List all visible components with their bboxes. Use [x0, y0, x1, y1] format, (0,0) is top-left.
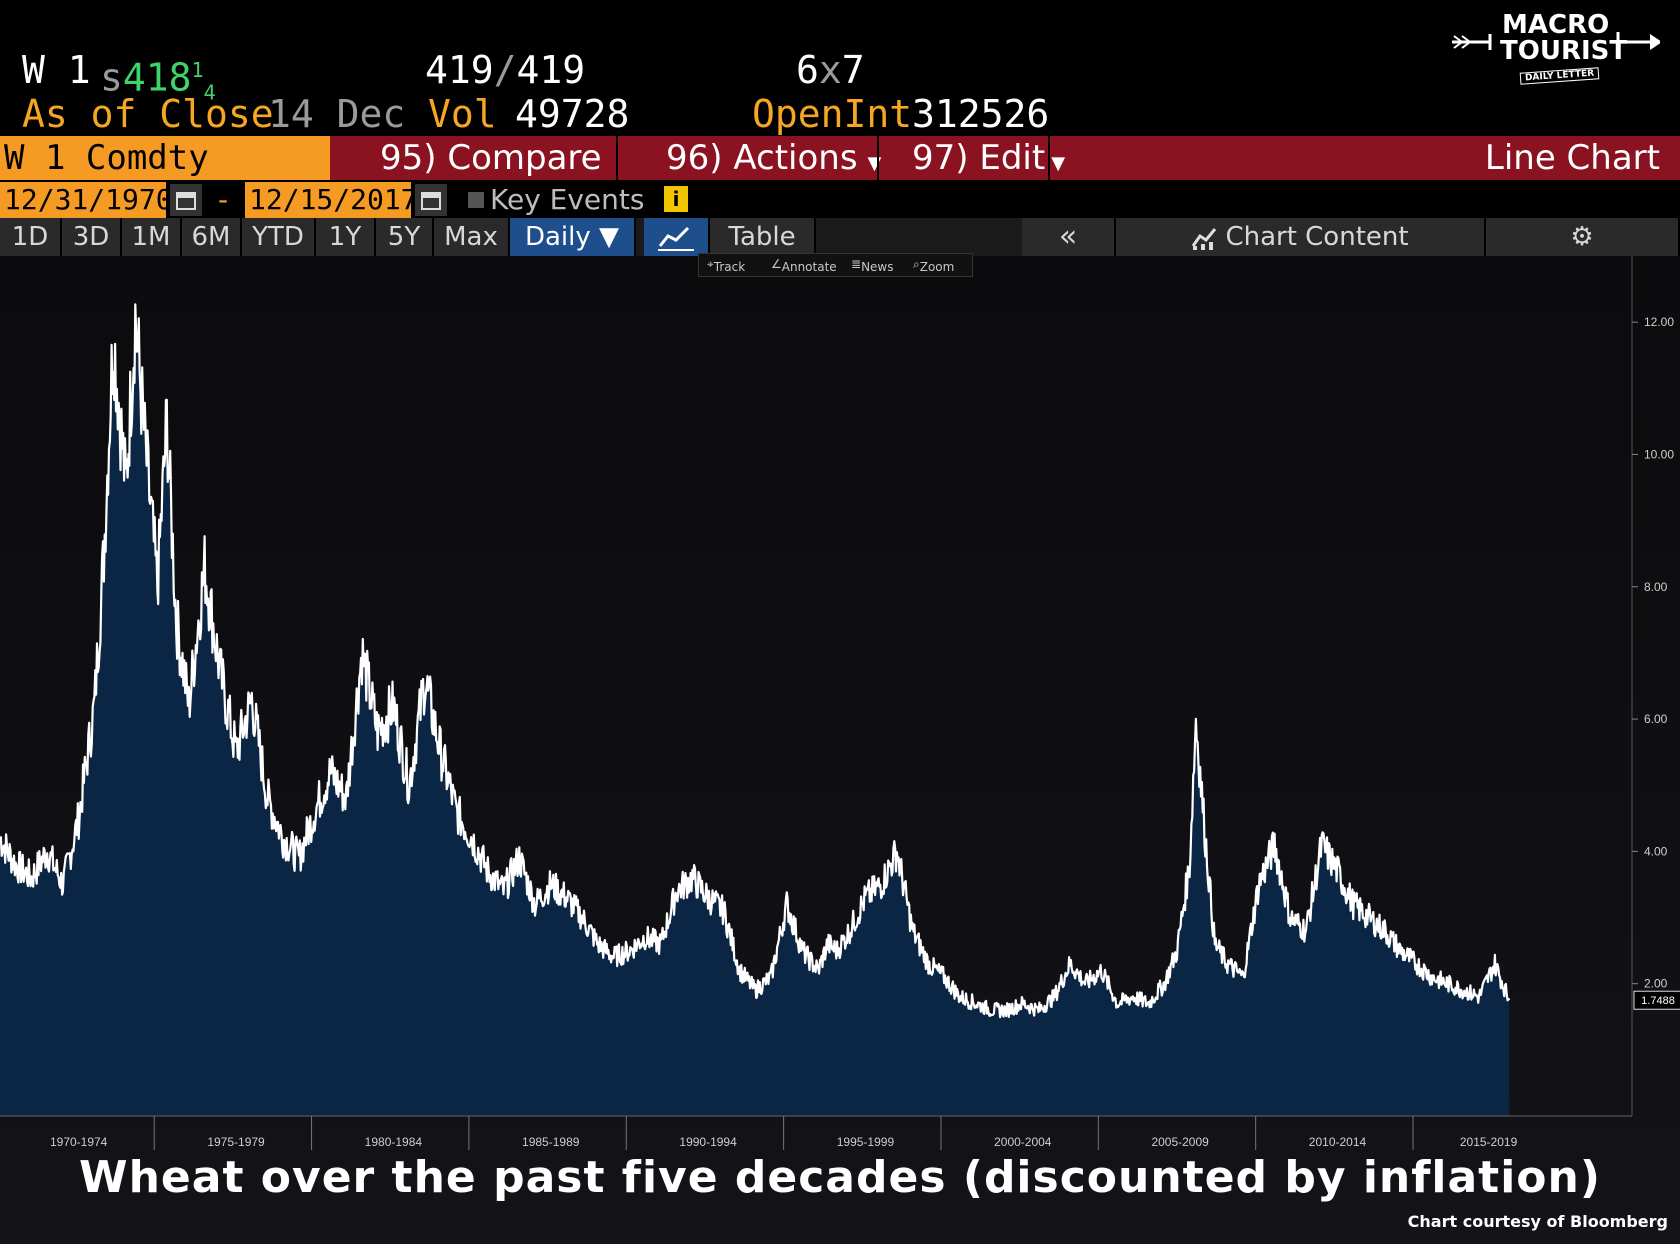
- volume-value: 49728: [515, 92, 630, 136]
- last-price: s41814: [100, 55, 216, 105]
- chart-credit: Chart courtesy of Bloomberg: [1407, 1212, 1668, 1231]
- x-tick-label: 1995-1999: [837, 1135, 895, 1149]
- chart-content-button[interactable]: Chart Content: [1116, 218, 1486, 256]
- caret-down-icon: ▼: [1051, 153, 1066, 174]
- zoom-tool[interactable]: ⌕ Zoom: [913, 257, 955, 274]
- y-tick-label: 12.00: [1644, 315, 1674, 329]
- key-events-label: Key Events: [490, 183, 645, 216]
- as-of-label: As of Close: [22, 92, 274, 136]
- macro-tourist-logo: MACRO TOURIST DAILY LETTER: [1450, 8, 1660, 88]
- edit-menu[interactable]: 97) Edit ▼: [912, 138, 1066, 178]
- logo-text-tourist: TOURIST: [1500, 36, 1628, 66]
- menu-divider: [616, 136, 618, 180]
- open-interest-label: OpenInt: [752, 92, 913, 136]
- x-tick-label: 1975-1979: [207, 1135, 265, 1149]
- chart-type-label[interactable]: Line Chart: [1484, 138, 1660, 178]
- period-toolbar: 1D 3D 1M 6M YTD 1Y 5Y Max Daily ▼ Table …: [0, 218, 1680, 256]
- arrow-logo-graphic: [1452, 32, 1660, 52]
- y-tick-label: 2.00: [1644, 977, 1668, 991]
- tab-6m[interactable]: 6M: [182, 218, 242, 256]
- bid-ask-size: 6x7: [796, 48, 865, 92]
- x-tick-label: 2005-2009: [1151, 1135, 1209, 1149]
- x-tick-label: 1970-1974: [50, 1135, 108, 1149]
- bid-ask: 419/419: [425, 48, 586, 92]
- chart-toolstrip: ⌖ Track ∠ Annotate ≣ News ⌕ Zoom: [698, 253, 973, 277]
- y-tick-label: 6.00: [1644, 712, 1668, 726]
- gear-icon[interactable]: ⚙: [1486, 218, 1680, 256]
- tab-5y[interactable]: 5Y: [376, 218, 434, 256]
- collapse-icon[interactable]: «: [1022, 218, 1116, 256]
- y-tick-label: 4.00: [1644, 844, 1668, 858]
- key-events-checkbox[interactable]: [468, 192, 484, 208]
- table-view-button[interactable]: Table: [710, 218, 816, 256]
- news-tool[interactable]: ≣ News: [851, 257, 894, 274]
- last-value-tag: 1.7488: [1633, 990, 1680, 1010]
- line-chart-view-button[interactable]: [644, 218, 710, 256]
- line-chart-icon: [658, 226, 694, 251]
- chart-content-icon: [1192, 227, 1217, 250]
- calendar-icon[interactable]: [415, 184, 447, 216]
- tab-1y[interactable]: 1Y: [316, 218, 376, 256]
- menu-divider: [1048, 136, 1050, 180]
- frequency-dropdown[interactable]: Daily ▼: [510, 218, 636, 256]
- tab-max[interactable]: Max: [434, 218, 510, 256]
- as-of-date: 14 Decc: [268, 92, 406, 136]
- svg-text:1.7488: 1.7488: [1641, 995, 1675, 1007]
- compare-menu[interactable]: 95) Compare: [380, 138, 602, 178]
- price-line: [0, 303, 1511, 1019]
- track-tool[interactable]: ⌖ Track: [707, 257, 746, 274]
- y-tick-label: 10.00: [1644, 447, 1674, 461]
- price-area: [0, 304, 1510, 1116]
- y-tick-label: 8.00: [1644, 580, 1668, 594]
- ticker-short: W 1: [22, 48, 91, 92]
- start-date-input[interactable]: 12/31/1970: [0, 182, 173, 218]
- calendar-icon[interactable]: [170, 184, 202, 216]
- x-tick-label: 2015-2019: [1460, 1135, 1518, 1149]
- actions-menu[interactable]: 96) Actions ▼: [666, 138, 882, 178]
- x-tick-label: 1985-1989: [522, 1135, 580, 1149]
- date-separator: -: [218, 183, 229, 216]
- quote-header: W 1 s41814 419/419 6x7 As of Close 14 De…: [0, 0, 1680, 136]
- tab-1m[interactable]: 1M: [122, 218, 182, 256]
- security-field[interactable]: W 1 Comdty: [0, 136, 330, 180]
- volume-label: Vol: [428, 92, 497, 136]
- x-axis: 1970-1974 1975-1979 1980-1984 1985-1989 1990…: [50, 1116, 1518, 1150]
- chart-caption: Wheat over the past five decades (discou…: [79, 1152, 1601, 1203]
- tab-1d[interactable]: 1D: [0, 218, 62, 256]
- x-tick-label: 2010-2014: [1309, 1135, 1367, 1149]
- x-tick-label: 1980-1984: [365, 1135, 423, 1149]
- date-range-bar: 12/31/1970 - 12/15/2017 Key Events i: [0, 182, 1680, 218]
- menu-divider: [877, 136, 879, 180]
- info-icon[interactable]: i: [664, 186, 688, 212]
- x-tick-label: 2000-2004: [994, 1135, 1052, 1149]
- command-bar: W 1 Comdty 95) Compare 96) Actions ▼ 97) …: [0, 136, 1680, 180]
- end-date-input[interactable]: 12/15/2017: [245, 182, 418, 218]
- tab-3d[interactable]: 3D: [62, 218, 122, 256]
- x-tick-label: 1990-1994: [679, 1135, 737, 1149]
- tab-ytd[interactable]: YTD: [242, 218, 316, 256]
- logo-text-macro: MACRO: [1502, 10, 1610, 40]
- open-interest-value: 312526: [912, 92, 1050, 136]
- annotate-tool[interactable]: ∠ Annotate: [771, 257, 837, 274]
- caret-down-icon: ▼: [867, 153, 882, 174]
- price-chart[interactable]: 12.00 10.00 8.00 6.00 4.00 2.00 1970-1974 1975…: [0, 256, 1680, 1244]
- y-axis: 12.00 10.00 8.00 6.00 4.00 2.00: [1632, 315, 1674, 991]
